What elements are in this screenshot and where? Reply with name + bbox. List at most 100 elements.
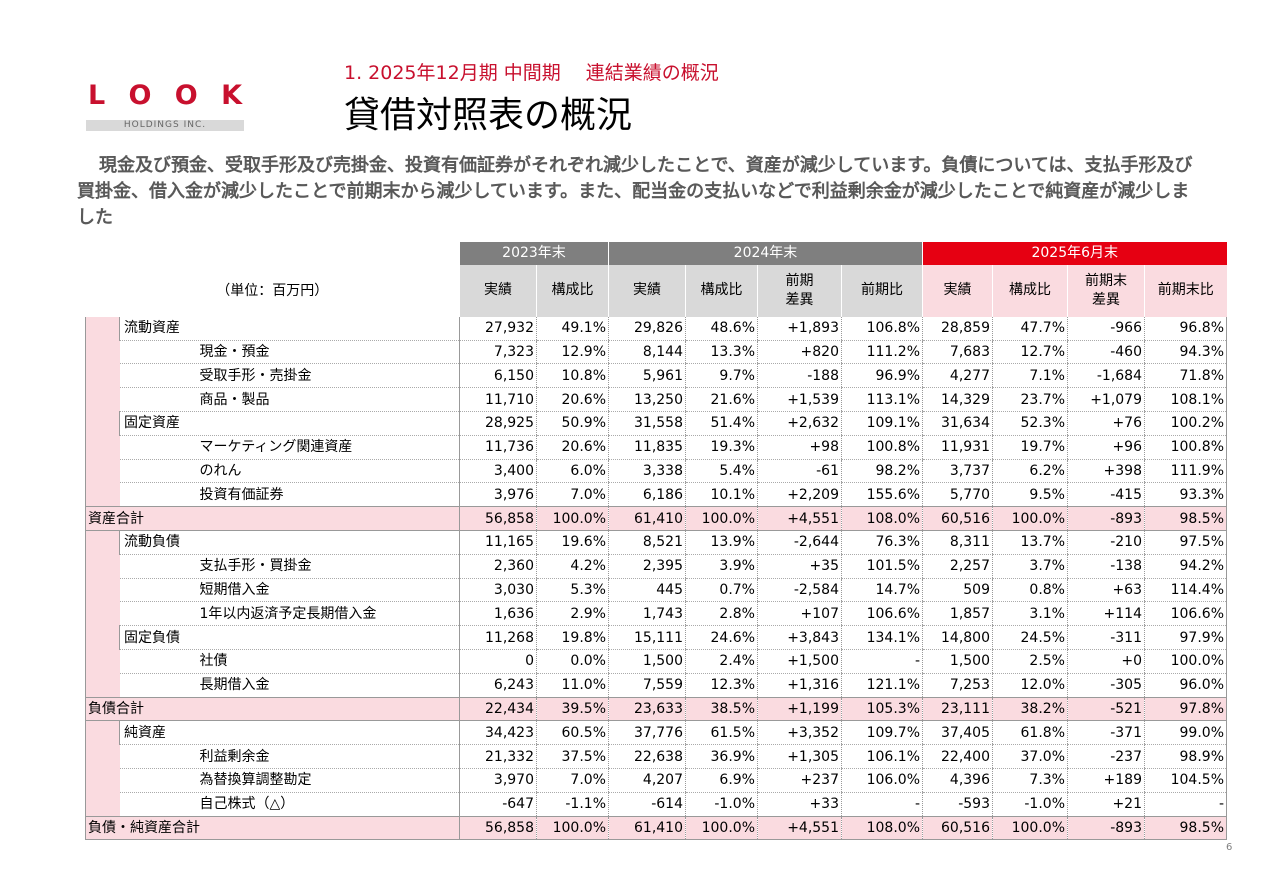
value-cell: 21,332 (459, 744, 537, 769)
value-cell: -138 (1067, 554, 1145, 579)
value-cell: 11.0% (536, 673, 609, 698)
value-cell: 61.8% (992, 720, 1068, 746)
value-cell: 60.5% (536, 720, 609, 746)
period-2023: 2023年末 (459, 242, 609, 265)
table-row: 流動負債 11,165 19.6% 8,521 13.9% -2,644 76.3% 8,31… (85, 530, 1227, 555)
value-cell: 109.7% (841, 720, 923, 746)
group-gutter (85, 482, 120, 507)
value-cell: 2.8% (685, 601, 758, 627)
row-label: 固定負債 (119, 625, 460, 650)
value-cell: 34,423 (459, 720, 537, 746)
value-cell: 100.0% (536, 815, 609, 841)
header-blank (86, 242, 460, 265)
value-cell: 100.0% (536, 506, 609, 531)
value-cell: -593 (922, 792, 993, 817)
table-row: 支払手形・買掛金 2,360 4.2% 2,395 3.9% +35 101.5% 2,257… (85, 554, 1227, 579)
value-cell: 106.1% (841, 744, 923, 769)
value-cell: 3,970 (459, 768, 537, 793)
value-cell: 8,311 (922, 530, 993, 555)
value-cell: 23.7% (992, 387, 1068, 412)
value-cell: -893 (1067, 506, 1145, 531)
table-row: 1年以内返済予定長期借入金 1,636 2.9% 1,743 2.8% +107 106.6… (85, 601, 1227, 627)
value-cell: 22,638 (608, 744, 686, 769)
value-cell: 37.0% (992, 744, 1068, 769)
value-cell: 1,500 (922, 649, 993, 674)
value-cell: 109.1% (841, 411, 923, 436)
value-cell: -311 (1067, 625, 1145, 650)
value-cell: - (1144, 792, 1227, 817)
table-row: 現金・預金 7,323 12.9% 8,144 13.3% +820 111.2% 7,683… (85, 340, 1227, 365)
value-cell: 13.7% (992, 530, 1068, 555)
value-cell: 28,925 (459, 411, 537, 436)
row-label: 自己株式（△） (119, 792, 460, 817)
value-cell: 3,338 (608, 459, 686, 484)
value-cell: +107 (757, 601, 842, 627)
value-cell: 111.9% (1144, 459, 1227, 484)
value-cell: 6,150 (459, 363, 537, 389)
value-cell: 2,257 (922, 554, 993, 579)
value-cell: +21 (1067, 792, 1145, 817)
value-cell: +76 (1067, 411, 1145, 436)
value-cell: 97.9% (1144, 625, 1227, 650)
value-cell: 0 (459, 649, 537, 674)
value-cell: 2,360 (459, 554, 537, 579)
value-cell: 3.1% (992, 601, 1068, 627)
value-cell: 3,400 (459, 459, 537, 484)
value-cell: 3,737 (922, 459, 993, 484)
value-cell: 104.5% (1144, 768, 1227, 793)
value-cell: 9.7% (685, 363, 758, 389)
value-cell: 5,770 (922, 482, 993, 508)
value-cell: 50.9% (536, 411, 609, 436)
table-row: のれん 3,400 6.0% 3,338 5.4% -61 98.2% 3,737 6.2% +3… (85, 459, 1227, 484)
total-row: 負債・純資産合計 56,858 100.0% 61,410 100.0% +4,551 10… (85, 815, 1227, 841)
value-cell: -614 (608, 792, 686, 817)
table-row: マーケティング関連資産 11,736 20.6% 11,835 19.3% +98 100.… (85, 435, 1227, 460)
value-cell: 19.8% (536, 625, 609, 650)
group-gutter (85, 601, 120, 626)
value-cell: 19.3% (685, 435, 758, 460)
value-cell: 14.7% (841, 578, 923, 603)
value-cell: 5.4% (685, 459, 758, 484)
period-header-row: 2023年末 2024年末 2025年6月末 (86, 242, 1227, 265)
table-row: 固定負債 11,268 19.8% 15,111 24.6% +3,843 134.1% 14… (85, 625, 1227, 650)
group-gutter (85, 744, 120, 769)
logo-letter: O (128, 80, 152, 111)
col-header: 構成比 (685, 264, 758, 317)
value-cell: 7,559 (608, 673, 686, 698)
value-cell: 100.0% (685, 506, 758, 531)
value-cell: 509 (922, 578, 993, 603)
value-cell: -237 (1067, 744, 1145, 769)
value-cell: 4,277 (922, 363, 993, 389)
value-cell: -893 (1067, 815, 1145, 841)
value-cell: 100.0% (992, 506, 1068, 531)
value-cell: +33 (757, 792, 842, 817)
value-cell: 20.6% (536, 435, 609, 460)
value-cell: 71.8% (1144, 363, 1227, 389)
table-row: 為替換算調整勘定 3,970 7.0% 4,207 6.9% +237 106.0% 4,39… (85, 768, 1227, 793)
value-cell: +1,500 (757, 649, 842, 674)
group-gutter (85, 554, 120, 579)
value-cell: 56,858 (459, 815, 537, 841)
col-header: 前期末比 (1144, 264, 1227, 317)
value-cell: 99.0% (1144, 720, 1227, 746)
value-cell: 96.8% (1144, 316, 1227, 341)
value-cell: 37.5% (536, 744, 609, 769)
value-cell: 4,207 (608, 768, 686, 793)
value-cell: 100.0% (1144, 649, 1227, 674)
row-label: 利益剰余金 (119, 744, 460, 769)
value-cell: 20.6% (536, 387, 609, 412)
value-cell: 19.6% (536, 530, 609, 555)
value-cell: 98.9% (1144, 744, 1227, 769)
row-label: 為替換算調整勘定 (119, 768, 460, 793)
value-cell: 100.0% (992, 815, 1068, 841)
value-cell: 37,776 (608, 720, 686, 746)
col-header: 実績 (922, 264, 993, 317)
value-cell: -2,644 (757, 530, 842, 555)
value-cell: 0.7% (685, 578, 758, 603)
value-cell: 108.0% (841, 506, 923, 531)
group-gutter (85, 578, 120, 602)
value-cell: 1,500 (608, 649, 686, 674)
table-row: 投資有価証券 3,976 7.0% 6,186 10.1% +2,209 155.6% 5,7… (85, 482, 1227, 508)
value-cell: 8,144 (608, 340, 686, 365)
value-cell: 11,165 (459, 530, 537, 555)
